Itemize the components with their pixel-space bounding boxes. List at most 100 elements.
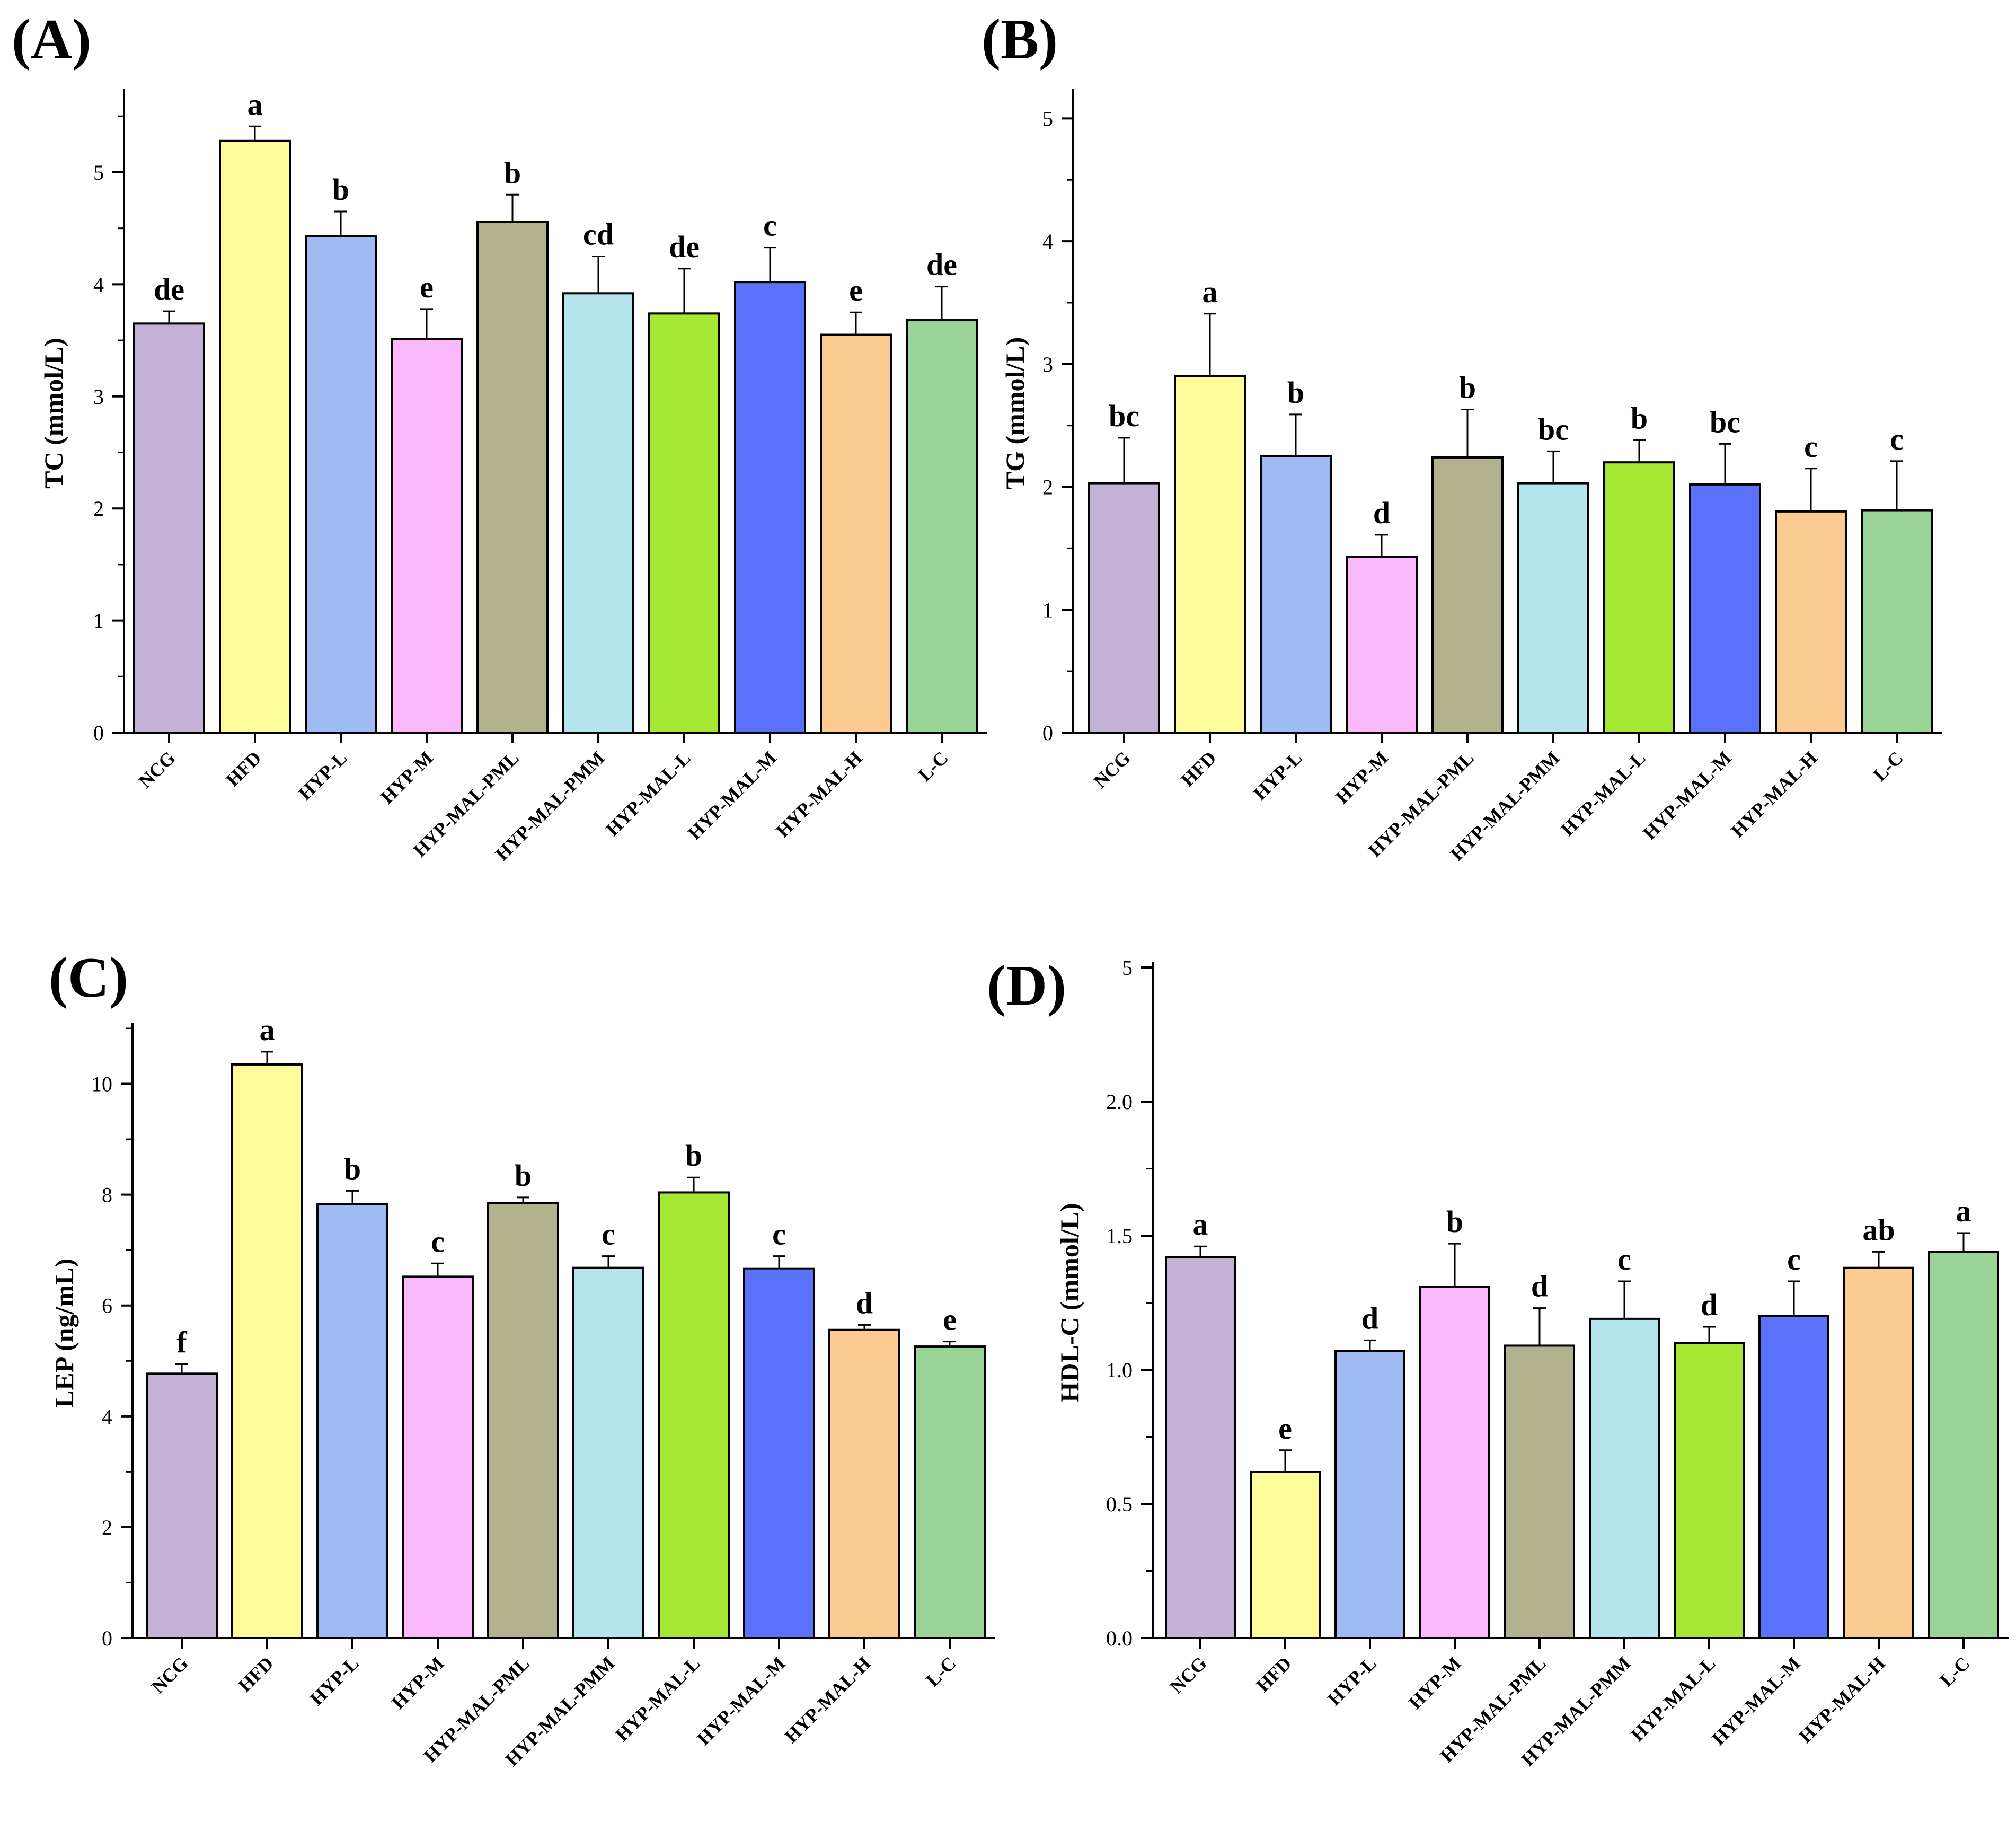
- bar-hfd: [1174, 375, 1246, 734]
- bar-hyp-mal-l: [658, 1191, 730, 1640]
- panel-label: (B): [982, 8, 1058, 71]
- x-tick-label: NCG: [135, 747, 180, 792]
- x-tick-label: HYP-MAL-H: [780, 1652, 874, 1747]
- significance-label: c: [1804, 429, 1818, 464]
- significance-label: bc: [1109, 399, 1139, 433]
- bar-hyp-mal-pmm: [1517, 482, 1589, 734]
- significance-label: d: [1701, 1288, 1718, 1322]
- y-tick-label: 1.0: [1106, 1358, 1133, 1382]
- y-tick-label: 5: [1042, 107, 1053, 130]
- y-tick-label: 0.0: [1106, 1626, 1133, 1650]
- significance-label: c: [1617, 1242, 1631, 1277]
- y-tick-label: 0: [102, 1626, 112, 1650]
- significance-label: ab: [1862, 1212, 1895, 1247]
- x-tick-label: HYP-MAL-H: [1794, 1652, 1889, 1747]
- x-tick-label: L-C: [922, 1652, 960, 1691]
- panel-a: (A) 0 1 2 3 4 5 TC (mmol/L) de NCG a HFD b HYP-L e HYP-…: [12, 8, 987, 865]
- panel-c: (C) 0 2 4 6 8 10 LEP (ng/mL) f NCG a HFD b HYP-L c HYP-…: [49, 946, 995, 1770]
- bar-hyp-mal-pmm: [572, 1266, 644, 1640]
- bar-hyp-mal-pml: [1504, 1344, 1575, 1639]
- bar-l-c: [906, 319, 978, 734]
- y-tick-label: 6: [102, 1294, 112, 1318]
- significance-label: b: [1459, 371, 1476, 405]
- significance-label: cd: [583, 217, 614, 252]
- x-tick-label: L-C: [914, 747, 952, 785]
- significance-label: de: [669, 230, 700, 264]
- significance-label: a: [1202, 275, 1218, 309]
- significance-label: b: [685, 1138, 702, 1173]
- x-tick-label: HYP-M: [387, 1652, 448, 1713]
- x-tick-label: HYP-L: [306, 1652, 362, 1709]
- significance-label: b: [515, 1158, 532, 1193]
- x-tick-label: HYP-MAL-L: [1557, 747, 1649, 840]
- y-tick-label: 1: [1042, 598, 1053, 622]
- bar-l-c: [1928, 1251, 1999, 1640]
- bar-hyp-l: [316, 1203, 388, 1640]
- x-tick-label: NCG: [1090, 747, 1135, 792]
- significance-label: de: [926, 248, 957, 282]
- bar-hyp-l: [305, 235, 377, 734]
- y-tick-label: 0: [1042, 721, 1053, 745]
- x-tick-label: HYP-MAL-M: [693, 1652, 789, 1749]
- significance-label: c: [602, 1217, 615, 1252]
- significance-label: d: [1531, 1269, 1548, 1304]
- significance-label: b: [1287, 375, 1304, 410]
- bar-hfd: [1250, 1471, 1321, 1640]
- bar-hyp-mal-pml: [1431, 456, 1504, 734]
- significance-label: a: [1956, 1194, 1971, 1228]
- y-tick-label: 4: [1042, 230, 1053, 253]
- significance-label: d: [1361, 1301, 1378, 1335]
- y-tick-label: 5: [93, 161, 104, 184]
- bar-hyp-mal-l: [648, 312, 720, 734]
- x-tick-label: HYP-MAL-M: [1639, 747, 1735, 843]
- y-tick-label: 2.0: [1106, 1090, 1133, 1114]
- x-tick-label: L-C: [1936, 1652, 1974, 1691]
- significance-label: bc: [1538, 412, 1569, 446]
- significance-label: b: [344, 1151, 361, 1186]
- x-tick-label: NCG: [1166, 1652, 1211, 1697]
- y-tick-label: 5: [1122, 956, 1133, 980]
- x-tick-label: HYP-L: [1249, 747, 1306, 804]
- panel-label: (D): [987, 954, 1066, 1017]
- significance-label: c: [772, 1217, 786, 1252]
- y-tick-label: 1.5: [1106, 1224, 1133, 1248]
- bar-ncg: [133, 322, 205, 734]
- x-tick-label: HYP-MAL-L: [602, 747, 694, 840]
- bar-hyp-m: [1346, 556, 1418, 734]
- bar-hyp-mal-h: [820, 333, 892, 734]
- bar-hyp-mal-pmm: [1589, 1317, 1660, 1640]
- y-tick-label: 2: [93, 497, 104, 521]
- bar-l-c: [1861, 509, 1933, 734]
- y-tick-label: 2: [1042, 476, 1053, 499]
- significance-label: d: [1373, 496, 1390, 530]
- bar-hfd: [231, 1063, 303, 1639]
- significance-label: e: [943, 1302, 957, 1337]
- bar-hyp-mal-h: [828, 1328, 900, 1639]
- x-tick-label: HYP-M: [1404, 1652, 1465, 1713]
- panel-d: (D) 0.0 0.5 1.0 1.5 2.0 5 HDL-C (mmol/L) a NCG e HF…: [987, 954, 2009, 1770]
- significance-label: c: [1787, 1242, 1801, 1277]
- significance-label: e: [1278, 1411, 1292, 1446]
- bar-ncg: [146, 1372, 218, 1639]
- x-tick-label: HYP-MAL-M: [1708, 1652, 1804, 1749]
- significance-label: de: [154, 272, 184, 306]
- significance-label: e: [849, 273, 863, 307]
- bar-ncg: [1165, 1256, 1236, 1639]
- x-tick-label: HFD: [1177, 747, 1221, 790]
- y-axis-label: TG (mmol/L): [1000, 337, 1030, 489]
- significance-label: b: [504, 155, 521, 190]
- x-tick-label: HYP-MAL-L: [1626, 1652, 1719, 1745]
- x-tick-label: HYP-MAL-H: [1727, 747, 1821, 841]
- bar-hyp-mal-m: [1689, 483, 1761, 734]
- bar-hyp-l: [1260, 455, 1332, 734]
- y-tick-label: 3: [93, 385, 104, 409]
- significance-label: bc: [1710, 404, 1740, 439]
- significance-label: a: [1193, 1207, 1208, 1242]
- panel-label: (A): [12, 8, 91, 71]
- y-axis-label: HDL-C (mmol/L): [1055, 1203, 1084, 1402]
- x-tick-label: HYP-M: [1331, 747, 1392, 808]
- y-tick-label: 0: [93, 721, 104, 745]
- bar-hyp-mal-l: [1603, 461, 1675, 734]
- bar-hyp-m: [391, 338, 463, 734]
- bar-hyp-mal-l: [1674, 1342, 1745, 1639]
